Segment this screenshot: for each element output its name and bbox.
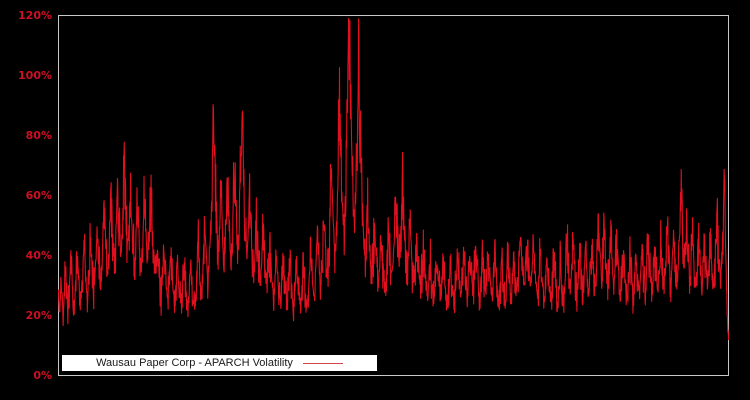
y-tick-label: 60% xyxy=(25,189,52,202)
y-tick-label: 80% xyxy=(25,129,52,142)
y-tick-label: 100% xyxy=(18,69,52,82)
chart-legend[interactable]: Wausau Paper Corp - APARCH Volatility xyxy=(62,355,377,371)
legend-label: Wausau Paper Corp - APARCH Volatility xyxy=(96,356,293,369)
y-tick-label: 0% xyxy=(33,369,52,382)
series-aparch-volatility xyxy=(57,17,730,341)
y-tick-label: 120% xyxy=(18,9,52,22)
plot-area-border xyxy=(58,15,729,376)
y-tick-label: 40% xyxy=(25,249,52,262)
y-tick-label: 20% xyxy=(25,309,52,322)
legend-line-sample xyxy=(302,362,343,364)
series-line xyxy=(57,17,730,341)
y-axis-tick-labels: 0% 20% 40% 60% 80% 100% 120% xyxy=(0,0,52,400)
